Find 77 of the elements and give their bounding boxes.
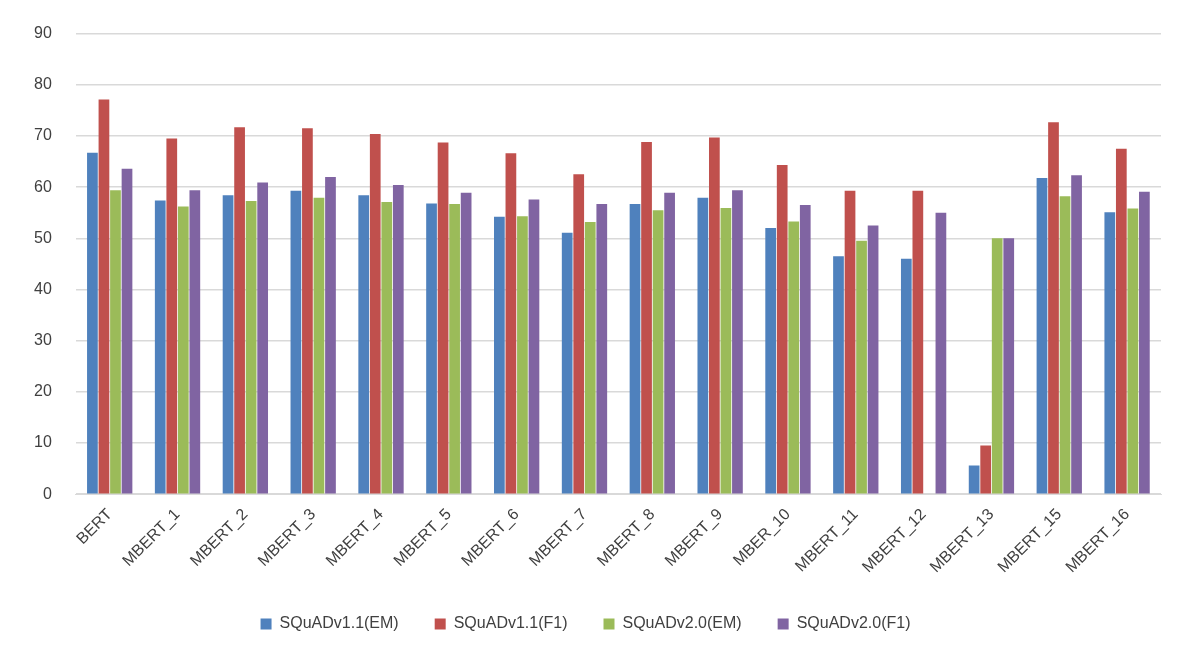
bar [87, 152, 98, 494]
bar [1036, 177, 1048, 494]
bar [110, 190, 121, 494]
bar [776, 165, 788, 494]
y-tick-label: 30 [34, 331, 52, 349]
y-tick-label: 80 [34, 75, 52, 93]
bar [1104, 212, 1116, 494]
legend-label: SQuADv1.1(EM) [279, 614, 399, 632]
bar [980, 445, 992, 494]
bar [381, 201, 393, 494]
y-tick-label: 0 [42, 484, 52, 502]
bar [449, 204, 460, 494]
bar [325, 176, 336, 494]
bar [788, 221, 800, 494]
bar [968, 465, 980, 494]
bar [154, 200, 166, 494]
bar [1115, 148, 1127, 494]
bar [166, 138, 178, 494]
bar [935, 212, 947, 494]
legend-label: SQuADv1.1(F1) [453, 614, 568, 632]
bar [833, 256, 844, 494]
bar [629, 204, 641, 494]
bar [528, 199, 540, 494]
bar [867, 225, 879, 494]
bar [900, 258, 912, 494]
bar [1127, 208, 1139, 494]
bar [234, 127, 245, 494]
bar [245, 200, 257, 494]
bar [437, 142, 449, 494]
bar [991, 238, 1003, 494]
bar [358, 195, 370, 494]
bar [799, 205, 811, 494]
bar [494, 216, 505, 494]
bar [732, 190, 743, 494]
y-tick-label: 40 [34, 279, 52, 297]
bar [1059, 196, 1071, 494]
y-tick-label: 10 [34, 433, 52, 451]
bar [257, 182, 269, 494]
legend-label: SQuADv2.0(EM) [622, 614, 742, 632]
bar [697, 197, 709, 494]
bar [426, 203, 437, 494]
bar [561, 232, 573, 494]
y-tick-label: 90 [34, 24, 52, 42]
bar [720, 208, 732, 494]
bar [121, 168, 133, 494]
y-tick-label: 20 [34, 382, 52, 400]
bar [460, 192, 472, 494]
bar [584, 221, 596, 494]
bar [505, 153, 517, 494]
bar [641, 142, 652, 494]
bar [369, 133, 381, 494]
bar [856, 240, 867, 494]
bar [177, 206, 189, 494]
bar [1003, 238, 1015, 494]
bar [1071, 175, 1082, 494]
y-tick-label: 60 [34, 177, 52, 195]
bar [1048, 122, 1059, 494]
bar [290, 190, 302, 494]
bar [313, 197, 325, 494]
y-tick-label: 50 [34, 228, 52, 246]
bar [98, 99, 110, 494]
bar [517, 216, 528, 494]
bar [652, 210, 664, 494]
bar [573, 174, 585, 494]
y-tick-label: 70 [34, 126, 52, 144]
bar [1139, 191, 1150, 494]
bar [912, 190, 924, 494]
bar [765, 228, 777, 494]
bar [664, 192, 675, 494]
bar [189, 190, 201, 494]
bar [844, 190, 856, 494]
bar [709, 137, 720, 494]
bar [392, 185, 404, 494]
legend-label: SQuADv2.0(F1) [796, 614, 911, 632]
bar [302, 128, 313, 494]
bar [596, 204, 608, 494]
bar [222, 195, 234, 494]
